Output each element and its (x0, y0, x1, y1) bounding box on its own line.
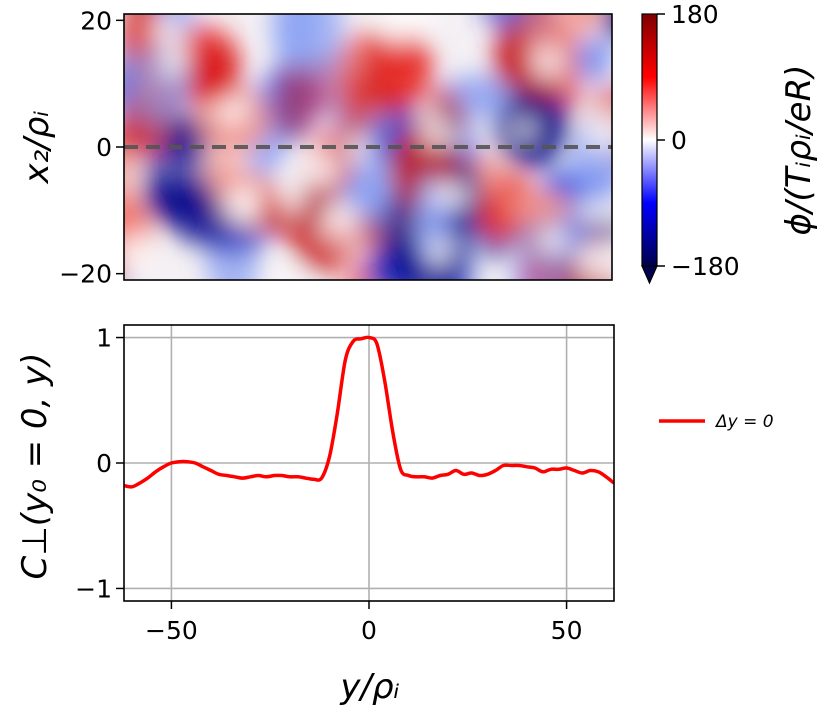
heatmap-patch (124, 234, 153, 279)
heatmap-patch (225, 185, 263, 224)
line-panel: 1 0 −1 −50 0 50 C⊥(y₀ = 0, y) y/ρᵢ (15, 324, 615, 707)
heatmap-patch (277, 184, 306, 215)
heatmap-field (124, 14, 612, 280)
line-y-label: C⊥(y₀ = 0, y) (15, 352, 55, 579)
heatmap-patch (424, 108, 444, 152)
colorbar-tick-label: 0 (671, 126, 687, 155)
heatmap-patch (272, 14, 319, 73)
line-y-tick-label: −1 (75, 574, 112, 603)
heatmap-y-tick-label: 20 (80, 6, 112, 35)
heatmap-patch (589, 114, 612, 152)
heatmap-y-tick-label: 0 (96, 133, 112, 162)
heatmap-patch (429, 236, 451, 268)
heatmap-patch (430, 183, 471, 208)
heatmap-patch (445, 127, 462, 148)
line-x-tick-label: −50 (145, 616, 198, 645)
heatmap-patch (307, 154, 335, 189)
colorbar-gradient (641, 13, 658, 267)
series-line-dy0 (124, 335, 614, 489)
legend: Δy = 0 (659, 412, 774, 432)
heatmap-patch (189, 42, 241, 104)
heatmap-patch (602, 14, 612, 39)
heatmap-patch (163, 38, 185, 81)
heatmap-panel: 20 0 −20 x₂/ρᵢ (17, 6, 613, 289)
heatmap-patch (321, 199, 359, 238)
heatmap-y-label: x₂/ρᵢ (17, 111, 57, 185)
heatmap-patch (214, 98, 250, 122)
heatmap-patch (512, 120, 535, 139)
heatmap-patch (349, 132, 366, 166)
line-x-tick-label: 50 (551, 616, 583, 645)
heatmap-patch (272, 268, 304, 280)
colorbar-tick-label: 180 (671, 0, 719, 29)
heatmap-patch (142, 136, 209, 229)
heatmap-patch (381, 14, 414, 46)
colorbar-tick-label: −180 (671, 252, 740, 281)
heatmap-patch (565, 14, 599, 34)
colorbar-label: ϕ/(Tᵢρᵢ/eR) (779, 65, 819, 236)
heatmap-patch (574, 242, 611, 277)
heatmap-patch (410, 14, 435, 36)
heatmap-patch (577, 198, 612, 223)
heatmap-patch (339, 73, 373, 150)
line-y-tick-label: 1 (96, 324, 112, 353)
colorbar-extend-arrow (641, 265, 658, 285)
heatmap-patch (274, 64, 314, 141)
legend-label: Δy = 0 (714, 412, 774, 432)
line-x-label: y/ρᵢ (339, 667, 399, 707)
line-x-tick-label: 0 (361, 616, 377, 645)
heatmap-patch (503, 190, 573, 223)
colorbar: 180 0 −180 ϕ/(Tᵢρᵢ/eR) (641, 0, 819, 285)
heatmap-patch (152, 19, 183, 40)
heatmap-patch (576, 36, 612, 82)
heatmap-patch (533, 45, 557, 79)
heatmap-patch (539, 227, 567, 255)
heatmap-patch (371, 31, 433, 102)
line-y-tick-label: 0 (96, 449, 112, 478)
heatmap-y-tick-label: −20 (59, 260, 112, 289)
